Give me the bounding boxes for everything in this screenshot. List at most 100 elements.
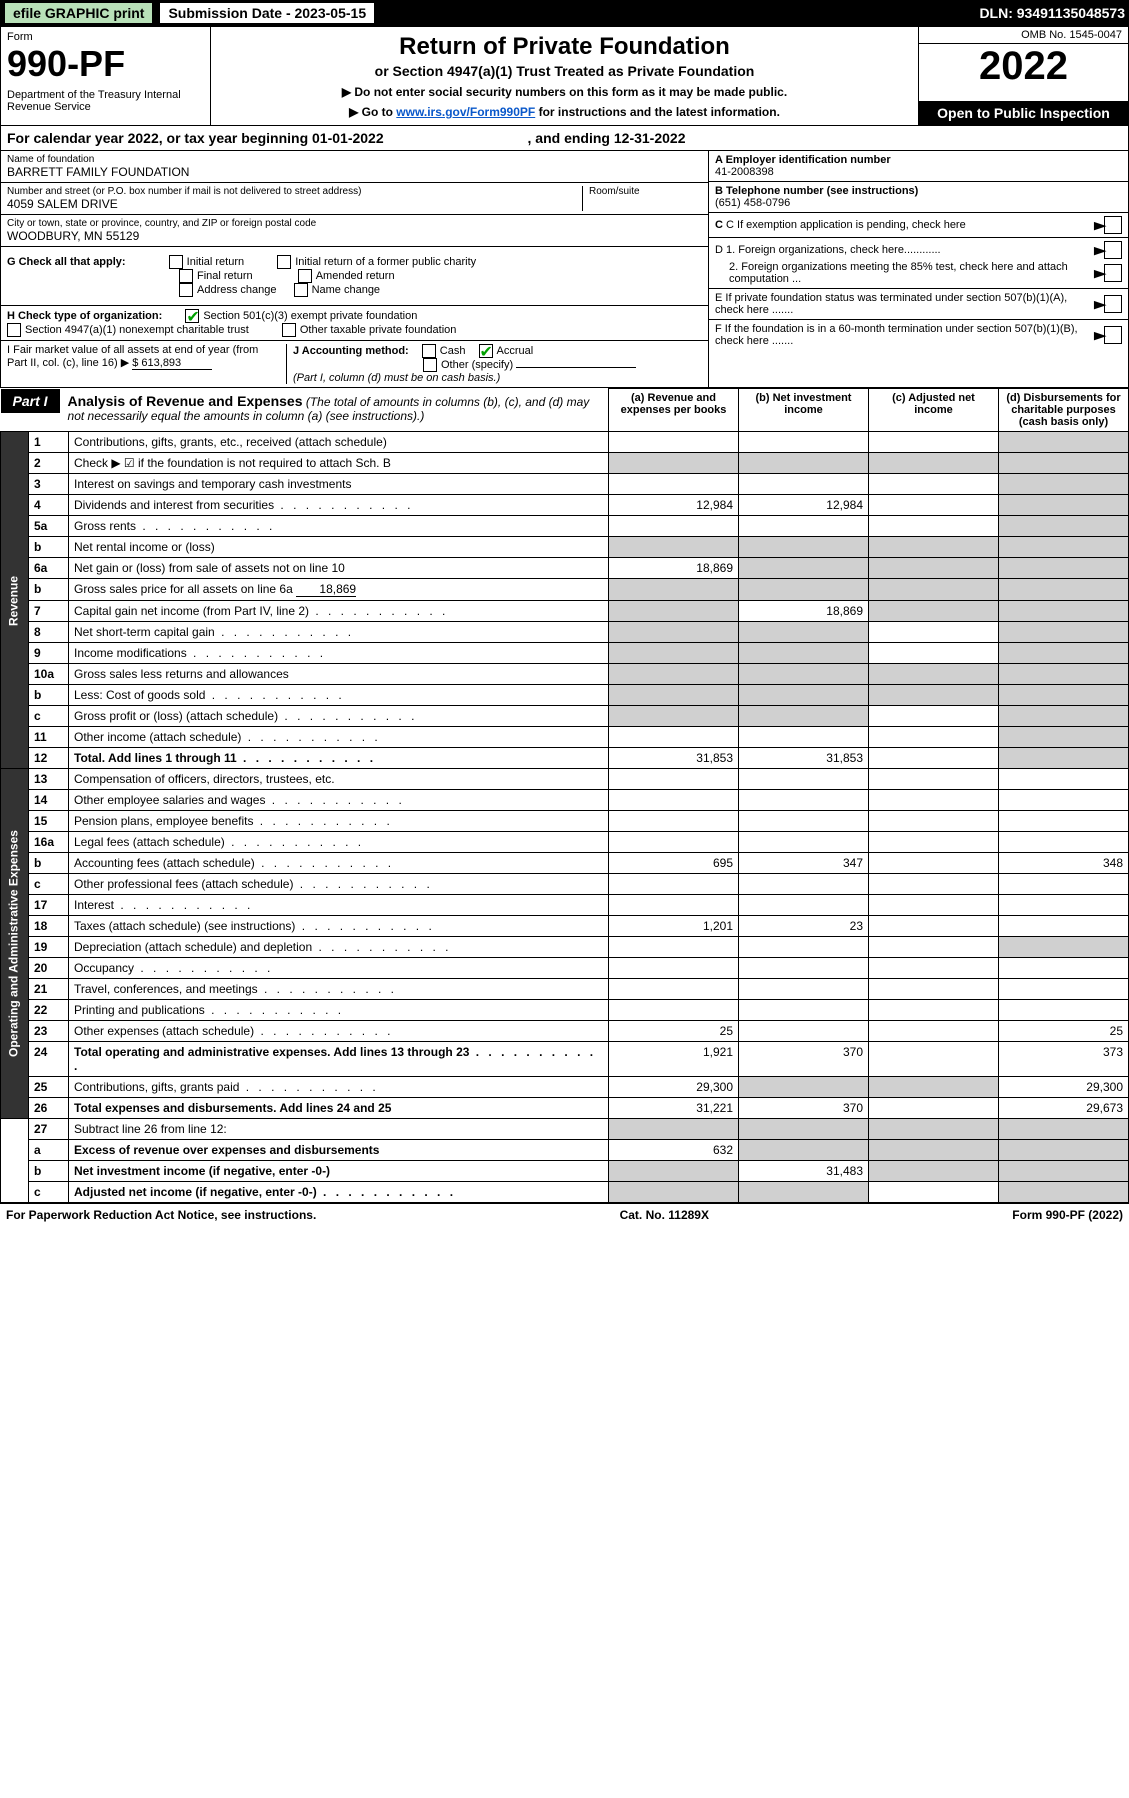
table-cell (609, 790, 739, 811)
form-word: Form (7, 31, 204, 43)
city-label: City or town, state or province, country… (7, 218, 702, 229)
efile-print-button[interactable]: efile GRAPHIC print (4, 2, 153, 24)
line-description: Less: Cost of goods sold (69, 685, 609, 706)
address-change-checkbox[interactable] (179, 283, 193, 297)
table-cell: 348 (999, 853, 1129, 874)
table-row: Revenue1Contributions, gifts, grants, et… (1, 432, 1129, 453)
line-description: Printing and publications (69, 1000, 609, 1021)
table-row: 8Net short-term capital gain (1, 622, 1129, 643)
other-taxable-checkbox[interactable] (282, 323, 296, 337)
line-number: 15 (29, 811, 69, 832)
line-number: 21 (29, 979, 69, 1000)
line-description: Other employee salaries and wages (69, 790, 609, 811)
table-cell (869, 832, 999, 853)
line-number: a (29, 1140, 69, 1161)
line-description: Net investment income (if negative, ente… (69, 1161, 609, 1182)
table-cell: 373 (999, 1042, 1129, 1077)
table-row: 4Dividends and interest from securities1… (1, 495, 1129, 516)
line-description: Other expenses (attach schedule) (69, 1021, 609, 1042)
col-a-header: (a) Revenue and expenses per books (609, 389, 739, 432)
table-cell (739, 453, 869, 474)
line-description: Total operating and administrative expen… (69, 1042, 609, 1077)
table-cell (999, 1119, 1129, 1140)
line-number: c (29, 874, 69, 895)
table-cell (999, 432, 1129, 453)
d1-checkbox[interactable] (1104, 241, 1122, 259)
paperwork-notice: For Paperwork Reduction Act Notice, see … (6, 1208, 316, 1222)
table-row: 24Total operating and administrative exp… (1, 1042, 1129, 1077)
amended-return-checkbox[interactable] (298, 269, 312, 283)
final-return-checkbox[interactable] (179, 269, 193, 283)
table-cell: 29,300 (999, 1077, 1129, 1098)
table-cell (869, 706, 999, 727)
h-label: H Check type of organization: (7, 310, 162, 322)
table-cell (869, 811, 999, 832)
table-cell (739, 1077, 869, 1098)
501c3-checkbox[interactable] (185, 309, 199, 323)
table-cell (739, 706, 869, 727)
initial-return-checkbox[interactable] (169, 255, 183, 269)
other-method-checkbox[interactable] (423, 358, 437, 372)
line-number: 24 (29, 1042, 69, 1077)
table-cell (739, 643, 869, 664)
table-row: 22Printing and publications (1, 1000, 1129, 1021)
table-cell (739, 727, 869, 748)
table-cell (999, 664, 1129, 685)
irs-link[interactable]: www.irs.gov/Form990PF (396, 105, 535, 119)
table-cell (869, 937, 999, 958)
line-number: b (29, 579, 69, 601)
line-description: Dividends and interest from securities (69, 495, 609, 516)
table-cell (739, 685, 869, 706)
table-cell (609, 1161, 739, 1182)
table-cell: 12,984 (609, 495, 739, 516)
table-cell (739, 1021, 869, 1042)
table-cell: 1,201 (609, 916, 739, 937)
d2-checkbox[interactable] (1104, 264, 1122, 282)
footer: For Paperwork Reduction Act Notice, see … (0, 1203, 1129, 1226)
table-cell: 31,221 (609, 1098, 739, 1119)
name-change-checkbox[interactable] (294, 283, 308, 297)
e-label: E If private foundation status was termi… (715, 292, 1096, 316)
calendar-year-row: For calendar year 2022, or tax year begi… (0, 126, 1129, 151)
table-row: 2Check ▶ ☑ if the foundation is not requ… (1, 453, 1129, 474)
table-cell (739, 979, 869, 1000)
line-description: Subtract line 26 from line 12: (69, 1119, 609, 1140)
line-description: Interest on savings and temporary cash i… (69, 474, 609, 495)
line-number: 3 (29, 474, 69, 495)
line-description: Check ▶ ☑ if the foundation is not requi… (69, 453, 609, 474)
table-cell (869, 1042, 999, 1077)
table-cell (609, 432, 739, 453)
table-row: 14Other employee salaries and wages (1, 790, 1129, 811)
4947-checkbox[interactable] (7, 323, 21, 337)
year-begin: 01-01-2022 (312, 130, 384, 146)
col-b-header: (b) Net investment income (739, 389, 869, 432)
line-number: b (29, 1161, 69, 1182)
table-cell (999, 832, 1129, 853)
table-cell (739, 790, 869, 811)
table-row: cOther professional fees (attach schedul… (1, 874, 1129, 895)
omb-number: OMB No. 1545-0047 (919, 27, 1128, 44)
line-number: 7 (29, 601, 69, 622)
part1-table: Part I Analysis of Revenue and Expenses … (0, 388, 1129, 1203)
f-checkbox[interactable] (1104, 326, 1122, 344)
table-cell (739, 474, 869, 495)
table-row: cGross profit or (loss) (attach schedule… (1, 706, 1129, 727)
accrual-checkbox[interactable] (479, 344, 493, 358)
table-cell (869, 558, 999, 579)
table-cell (739, 832, 869, 853)
table-row: 19Depreciation (attach schedule) and dep… (1, 937, 1129, 958)
c-checkbox[interactable] (1104, 216, 1122, 234)
table-cell (999, 579, 1129, 601)
e-checkbox[interactable] (1104, 295, 1122, 313)
table-cell (609, 832, 739, 853)
table-cell (739, 432, 869, 453)
table-row: 21Travel, conferences, and meetings (1, 979, 1129, 1000)
table-cell: 18,869 (739, 601, 869, 622)
table-row: 23Other expenses (attach schedule)2525 (1, 1021, 1129, 1042)
line-number: 1 (29, 432, 69, 453)
table-cell (999, 474, 1129, 495)
line-number: 27 (29, 1119, 69, 1140)
cash-checkbox[interactable] (422, 344, 436, 358)
initial-former-checkbox[interactable] (277, 255, 291, 269)
line-description: Gross rents (69, 516, 609, 537)
